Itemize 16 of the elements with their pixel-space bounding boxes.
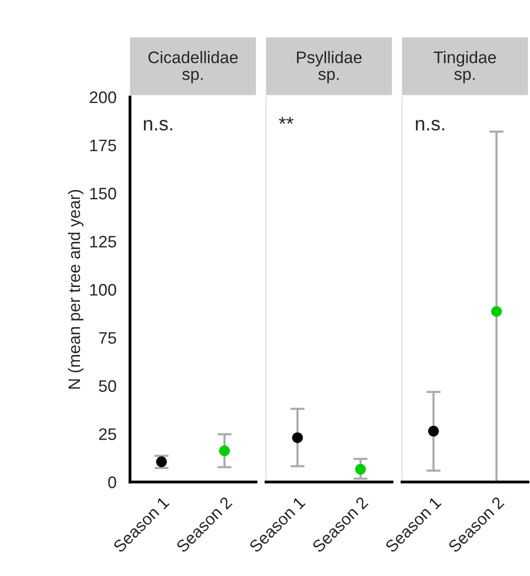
chart-title: Cicadellidae sp. bbox=[148, 51, 238, 84]
y-tick-label: 50 bbox=[98, 380, 116, 392]
y-tick-label: 175 bbox=[90, 140, 116, 152]
y-tick-label: 75 bbox=[99, 332, 116, 344]
y-tick-label: 150 bbox=[90, 188, 116, 200]
y-tick-label: 200 bbox=[90, 91, 116, 104]
y-tick-label: 100 bbox=[90, 284, 116, 296]
annotation: ** bbox=[278, 116, 294, 124]
chart-title: Tingidae sp. bbox=[434, 51, 496, 84]
annotation: n.s. bbox=[416, 120, 444, 131]
y-tick-label: 125 bbox=[90, 236, 116, 248]
annotation: n.s. bbox=[144, 120, 172, 131]
chart-title: Psyllidae sp. bbox=[297, 51, 362, 84]
y-tick-label: 25 bbox=[99, 428, 116, 440]
y-axis-title: N (mean per tree and year) bbox=[68, 190, 84, 389]
y-tick-label: 0 bbox=[108, 476, 116, 488]
